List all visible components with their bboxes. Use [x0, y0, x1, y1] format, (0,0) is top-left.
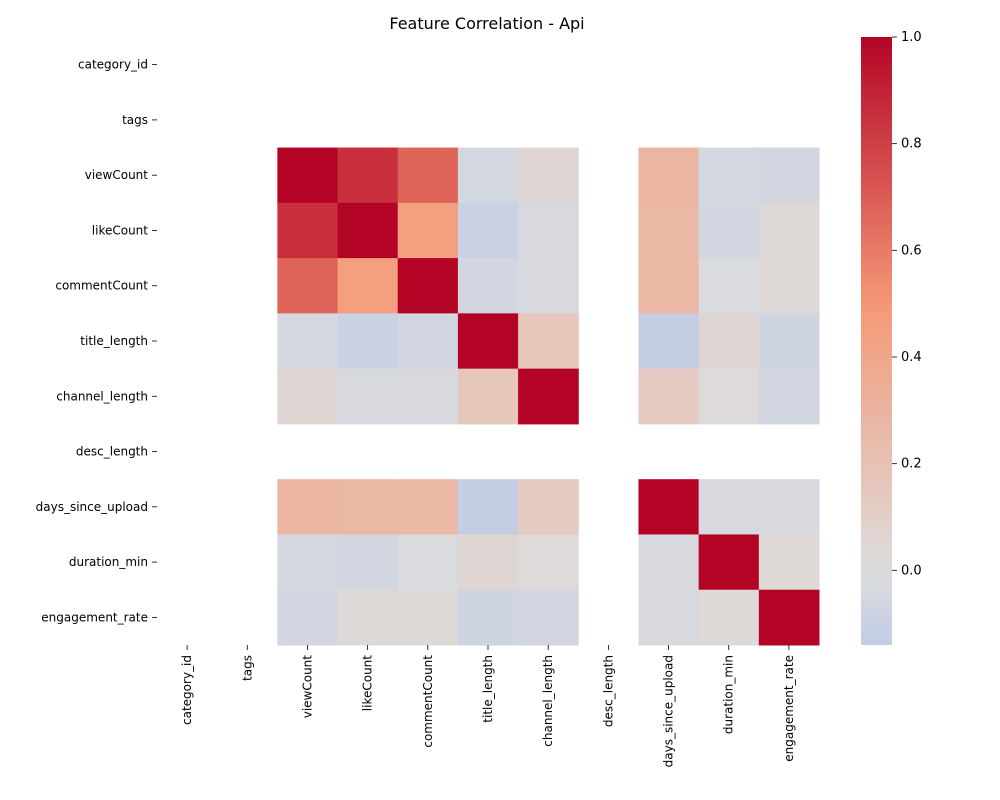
heatmap-cell-title_length-commentCount [397, 313, 459, 370]
colorbar-tick-label: 0.4 [901, 350, 922, 365]
row-label-channel_length: channel_length [56, 389, 148, 403]
column-label-days_since_upload: days_since_upload [662, 655, 676, 767]
column-label-commentCount: commentCount [421, 655, 435, 748]
colorbar: 1.0 0.8 0.6 0.4 0.2 0.0 [861, 30, 922, 645]
heatmap-cell-viewCount-duration_min [698, 147, 760, 204]
heatmap-cell-title_length-viewCount [277, 313, 339, 370]
heatmap-cell-commentCount-channel_length [518, 258, 579, 314]
row-label-tags: tags [122, 113, 148, 127]
column-label-likeCount: likeCount [361, 655, 375, 712]
heatmap-cell-engagement_rate-likeCount [337, 589, 399, 646]
heatmap-cell-days_since_upload-likeCount [337, 479, 399, 535]
heatmap-cell-engagement_rate-days_since_upload [638, 589, 700, 646]
heatmap-cell-channel_length-title_length [457, 368, 519, 425]
heatmap-cell-commentCount-commentCount [397, 258, 459, 314]
heatmap-cell-viewCount-commentCount [397, 147, 459, 204]
heatmap-cell-viewCount-title_length [457, 147, 519, 204]
heatmap-cell-days_since_upload-title_length [457, 479, 519, 535]
heatmap-cell-duration_min-viewCount [277, 534, 339, 591]
column-labels: category_id tags viewCount likeCount comment… [180, 645, 796, 767]
heatmap-cell-likeCount-commentCount [397, 202, 459, 259]
heatmap-cell-duration_min-engagement_rate [758, 534, 820, 591]
heatmap-cell-title_length-likeCount [337, 313, 399, 370]
heatmap-cell-duration_min-commentCount [397, 534, 459, 591]
heatmap-cell-title_length-engagement_rate [758, 313, 820, 370]
heatmap-cell-commentCount-duration_min [698, 258, 760, 314]
row-label-commentCount: commentCount [55, 279, 148, 293]
heatmap-cell-duration_min-title_length [457, 534, 519, 591]
heatmap-cell-title_length-duration_min [698, 313, 760, 370]
heatmap-cell-commentCount-days_since_upload [638, 258, 700, 314]
heatmap-cell-duration_min-duration_min [698, 534, 760, 591]
row-label-days_since_upload: days_since_upload [36, 500, 148, 514]
heatmap-cell-viewCount-engagement_rate [758, 147, 820, 204]
heatmap-cell-likeCount-days_since_upload [638, 202, 700, 259]
heatmap-cell-engagement_rate-viewCount [277, 589, 339, 646]
heatmap-cell-days_since_upload-duration_min [698, 479, 760, 535]
heatmap-cell-channel_length-viewCount [277, 368, 339, 425]
heatmap-cell-likeCount-likeCount [337, 202, 399, 259]
column-label-category_id: category_id [180, 655, 194, 725]
colorbar-tick-label: 0.8 [901, 137, 922, 152]
heatmap-cell-title_length-title_length [457, 313, 519, 370]
heatmap-cell-channel_length-days_since_upload [638, 368, 700, 425]
row-label-category_id: category_id [78, 58, 148, 72]
row-label-title_length: title_length [80, 334, 148, 348]
row-label-desc_length: desc_length [76, 445, 148, 459]
heatmap-cell-days_since_upload-engagement_rate [758, 479, 820, 535]
heatmap-cell-duration_min-channel_length [518, 534, 579, 591]
colorbar-tick-label: 0.2 [901, 457, 922, 472]
heatmap-cell-days_since_upload-viewCount [277, 479, 339, 535]
heatmap-cell-viewCount-channel_length [518, 147, 579, 204]
heatmap-cell-duration_min-days_since_upload [638, 534, 700, 591]
heatmap-cell-likeCount-title_length [457, 202, 519, 259]
heatmap-cell-engagement_rate-duration_min [698, 589, 760, 646]
colorbar-tick-label: 0.0 [901, 563, 922, 578]
column-label-duration_min: duration_min [722, 655, 736, 734]
heatmap-cell-title_length-days_since_upload [638, 313, 700, 370]
row-label-likeCount: likeCount [92, 223, 149, 237]
heatmap-cell-commentCount-engagement_rate [758, 258, 820, 314]
heatmap-cell-commentCount-likeCount [337, 258, 399, 314]
heatmap-cells [277, 147, 820, 646]
heatmap-cell-days_since_upload-channel_length [518, 479, 579, 535]
heatmap-cell-commentCount-title_length [457, 258, 519, 314]
heatmap-cell-channel_length-channel_length [518, 368, 579, 425]
heatmap-cell-likeCount-duration_min [698, 202, 760, 259]
heatmap-cell-channel_length-duration_min [698, 368, 760, 425]
heatmap-cell-channel_length-likeCount [337, 368, 399, 425]
heatmap-cell-engagement_rate-channel_length [518, 589, 579, 646]
heatmap-cell-duration_min-likeCount [337, 534, 399, 591]
column-label-title_length: title_length [481, 655, 495, 723]
heatmap-cell-likeCount-viewCount [277, 202, 339, 259]
heatmap-cell-likeCount-engagement_rate [758, 202, 820, 259]
heatmap-cell-days_since_upload-commentCount [397, 479, 459, 535]
heatmap-cell-engagement_rate-title_length [457, 589, 519, 646]
heatmap-cell-viewCount-likeCount [337, 147, 399, 204]
heatmap-cell-channel_length-commentCount [397, 368, 459, 425]
heatmap-cell-likeCount-channel_length [518, 202, 579, 259]
row-label-duration_min: duration_min [69, 555, 148, 569]
colorbar-gradient [861, 37, 892, 645]
column-label-viewCount: viewCount [300, 655, 314, 719]
heatmap-cell-viewCount-viewCount [277, 147, 339, 204]
row-label-engagement_rate: engagement_rate [41, 610, 148, 624]
heatmap-cell-viewCount-days_since_upload [638, 147, 700, 204]
heatmap-cell-engagement_rate-commentCount [397, 589, 459, 646]
column-label-engagement_rate: engagement_rate [782, 655, 796, 762]
heatmap-cell-title_length-channel_length [518, 313, 579, 370]
heatmap-cell-channel_length-engagement_rate [758, 368, 820, 425]
colorbar-tick-label: 0.6 [901, 243, 922, 258]
colorbar-tick-label: 1.0 [901, 30, 922, 45]
heatmap-cell-commentCount-viewCount [277, 258, 339, 314]
column-label-tags: tags [240, 655, 254, 681]
column-label-channel_length: channel_length [541, 655, 555, 747]
row-label-viewCount: viewCount [85, 168, 149, 182]
heatmap-cell-engagement_rate-engagement_rate [758, 589, 820, 646]
column-label-desc_length: desc_length [601, 655, 615, 727]
heatmap-cell-days_since_upload-days_since_upload [638, 479, 700, 535]
chart-title: Feature Correlation - Api [389, 14, 584, 33]
